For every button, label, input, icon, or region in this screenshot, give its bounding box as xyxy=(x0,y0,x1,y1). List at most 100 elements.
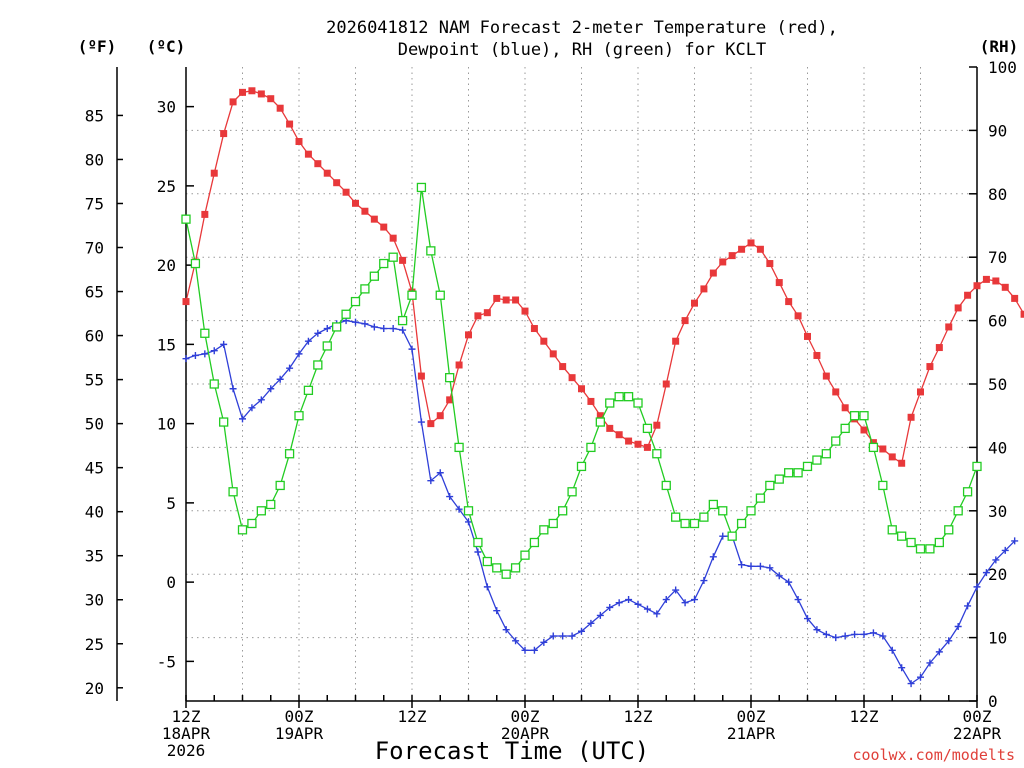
rh-point xyxy=(407,290,417,300)
dewpoint-point xyxy=(361,320,369,328)
temperature-point xyxy=(1020,310,1024,318)
dewpoint-point xyxy=(879,632,887,640)
dewpoint-point xyxy=(257,396,265,404)
temperature-point xyxy=(813,351,821,359)
dewpoint-point xyxy=(841,632,849,640)
title-line-2: Dewpoint (blue), RH (green) for KCLT xyxy=(398,40,766,60)
rh-point xyxy=(699,512,709,522)
temperature-point xyxy=(276,104,284,112)
rh-point xyxy=(595,417,605,427)
rh-point xyxy=(887,525,897,535)
dewpoint-point xyxy=(964,602,972,610)
rh-point xyxy=(642,423,653,434)
dewpoint-point xyxy=(785,578,793,586)
temperature-point xyxy=(596,412,604,420)
temperature-point xyxy=(483,309,491,317)
tick-labels: 302520151050-585807570656055504540353025… xyxy=(85,58,1017,760)
temperature-line xyxy=(185,90,1024,465)
temperature-point xyxy=(493,294,501,302)
axes xyxy=(116,66,978,708)
dewpoint-point xyxy=(747,562,755,570)
temperature-point xyxy=(399,256,407,264)
rh-point xyxy=(755,493,766,503)
temperature-point xyxy=(992,277,1000,285)
rh-tick-label: 10 xyxy=(988,629,1007,648)
temperature-point xyxy=(201,210,209,218)
dewpoint-point xyxy=(869,629,877,637)
title-line-1: 2026041812 NAM Forecast 2-meter Temperat… xyxy=(326,18,838,38)
temperature-point xyxy=(982,275,990,283)
celsius-tick-label: 30 xyxy=(157,98,176,117)
rh-point xyxy=(247,518,257,529)
fahrenheit-tick-label: 45 xyxy=(85,459,104,478)
celsius-unit-label: (ºC) xyxy=(147,37,186,56)
temperature-point xyxy=(530,325,538,333)
rh-point xyxy=(661,480,671,491)
rh-point xyxy=(944,525,954,535)
celsius-tick-label: 10 xyxy=(157,415,176,434)
temperature-point xyxy=(587,397,595,405)
dewpoint-point xyxy=(493,607,501,615)
dewpoint-point xyxy=(596,611,604,619)
rh-point xyxy=(501,569,511,579)
dewpoint-point xyxy=(653,610,661,618)
dewpoint-point xyxy=(794,596,802,604)
dewpoint-point xyxy=(446,493,454,501)
rh-point xyxy=(482,556,492,567)
temperature-point xyxy=(380,223,388,231)
rh-point xyxy=(397,315,408,326)
time-tick-label: 12Z xyxy=(398,707,427,726)
rh-point xyxy=(209,379,219,389)
temperature-point xyxy=(879,445,887,453)
dewpoint-point xyxy=(662,596,670,604)
temperature-point xyxy=(653,421,661,429)
temperature-point xyxy=(1001,283,1009,291)
rh-point xyxy=(953,506,963,516)
temperature-point xyxy=(229,98,237,106)
rh-point xyxy=(219,417,229,427)
rh-point xyxy=(623,392,634,402)
dewpoint-point xyxy=(643,605,651,613)
rh-point xyxy=(680,518,690,529)
dewpoint-point xyxy=(804,615,811,623)
temperature-point xyxy=(756,245,764,253)
temperature-point xyxy=(917,388,924,396)
temperature-point xyxy=(804,332,811,340)
temperature-point xyxy=(700,285,708,293)
temperature-point xyxy=(719,258,727,266)
rh-point xyxy=(341,309,351,319)
rh-point xyxy=(962,487,973,497)
temperature-point xyxy=(738,245,746,253)
dewpoint-point xyxy=(615,599,623,607)
dewpoint-point xyxy=(352,318,359,326)
fahrenheit-tick-label: 40 xyxy=(85,503,104,522)
temperature-point xyxy=(832,388,840,396)
dewpoint-point xyxy=(860,630,868,638)
rh-point xyxy=(303,385,314,395)
dewpoint-point xyxy=(700,577,708,585)
rh-point xyxy=(567,487,577,497)
fahrenheit-unit-label: (ºF) xyxy=(78,37,117,56)
dewpoint-point xyxy=(549,632,557,640)
dewpoint-point xyxy=(982,569,990,577)
dewpoint-point xyxy=(559,632,567,640)
rh-point xyxy=(539,525,549,535)
temperature-point xyxy=(898,459,906,467)
rh-point xyxy=(190,258,201,269)
dewpoint-point xyxy=(935,648,943,656)
rh-point xyxy=(360,284,370,294)
rh-tick-label: 30 xyxy=(988,502,1007,521)
rh-point xyxy=(915,544,926,554)
dewpoint-point xyxy=(389,325,397,333)
rh-point xyxy=(906,537,916,548)
temperature-point xyxy=(389,234,397,242)
rh-point xyxy=(868,442,879,453)
temperature-point xyxy=(474,312,482,320)
rh-point xyxy=(369,271,379,281)
rh-point xyxy=(736,518,747,529)
temperature-point xyxy=(888,453,896,461)
rh-point xyxy=(718,506,728,516)
x-axis-label: Forecast Time (UTC) xyxy=(375,737,650,765)
fahrenheit-tick-label: 35 xyxy=(85,547,104,566)
temperature-point xyxy=(502,296,510,304)
